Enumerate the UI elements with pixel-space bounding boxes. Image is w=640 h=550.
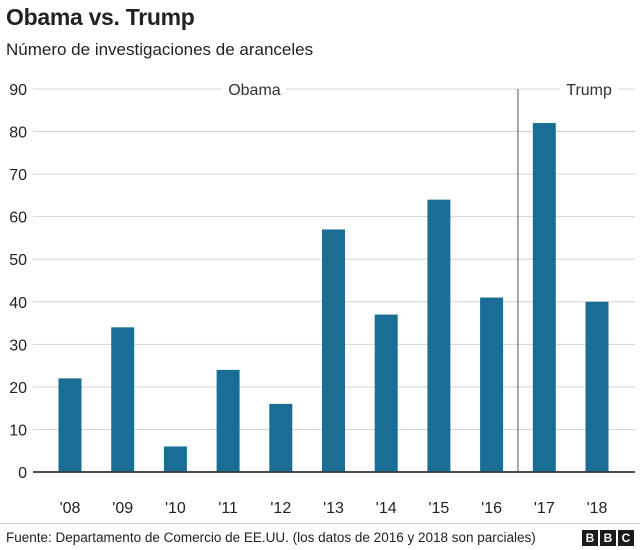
chart-title: Obama vs. Trump (6, 4, 195, 30)
bar-08 (58, 378, 82, 472)
trump-era-label: Trump (566, 82, 612, 99)
bbc-logo-letter: C (618, 530, 634, 546)
chart-subtitle: Número de investigaciones de aranceles (6, 40, 314, 59)
bar-13 (322, 229, 345, 472)
bar-10 (163, 446, 187, 472)
bar-16 (480, 297, 504, 472)
source-note: Fuente: Departamento de Comercio de EE.U… (6, 530, 536, 545)
x-tick-label: '15 (428, 500, 449, 517)
x-tick-label: '09 (112, 500, 133, 517)
y-tick-label: 50 (9, 252, 27, 269)
bar-chart: 0 10 20 30 40 50 60 70 80 90 Obama Trump '08 '09 '10 '1… (9, 80, 635, 517)
obama-era-label: Obama (228, 82, 281, 99)
y-tick-label: 80 (9, 125, 27, 142)
x-tick-label: '08 (60, 500, 81, 517)
footer-divider (0, 523, 640, 524)
y-tick-label: 40 (9, 295, 27, 312)
y-tick-label: 30 (9, 337, 27, 354)
bar-15 (427, 199, 451, 472)
x-tick-label: '10 (165, 500, 186, 517)
x-tick-label: '16 (481, 500, 502, 517)
y-tick-label: 10 (9, 422, 27, 439)
bbc-logo-letter: B (582, 530, 598, 546)
bar-09 (111, 327, 135, 472)
y-tick-label: 60 (9, 210, 27, 227)
x-tick-label: '18 (587, 500, 608, 517)
y-tick-label: 70 (9, 167, 27, 184)
x-tick-label: '11 (218, 500, 238, 517)
x-tick-label: '12 (270, 500, 291, 517)
bar-14 (374, 314, 398, 472)
y-tick-label: 20 (9, 380, 27, 397)
bar-18 (585, 301, 609, 472)
bbc-logo: B B C (582, 530, 634, 546)
bbc-logo-letter: B (600, 530, 616, 546)
bar-11 (216, 369, 240, 472)
x-tick-label: '14 (376, 500, 397, 517)
y-tick-label: 90 (9, 82, 27, 99)
x-tick-label: '17 (534, 500, 555, 517)
annotation-mask (560, 80, 619, 98)
y-tick-label: 0 (18, 465, 27, 482)
x-tick-label: '13 (323, 500, 344, 517)
annotation-mask (222, 80, 287, 98)
bar-17 (532, 123, 556, 473)
bar-12 (269, 403, 293, 472)
